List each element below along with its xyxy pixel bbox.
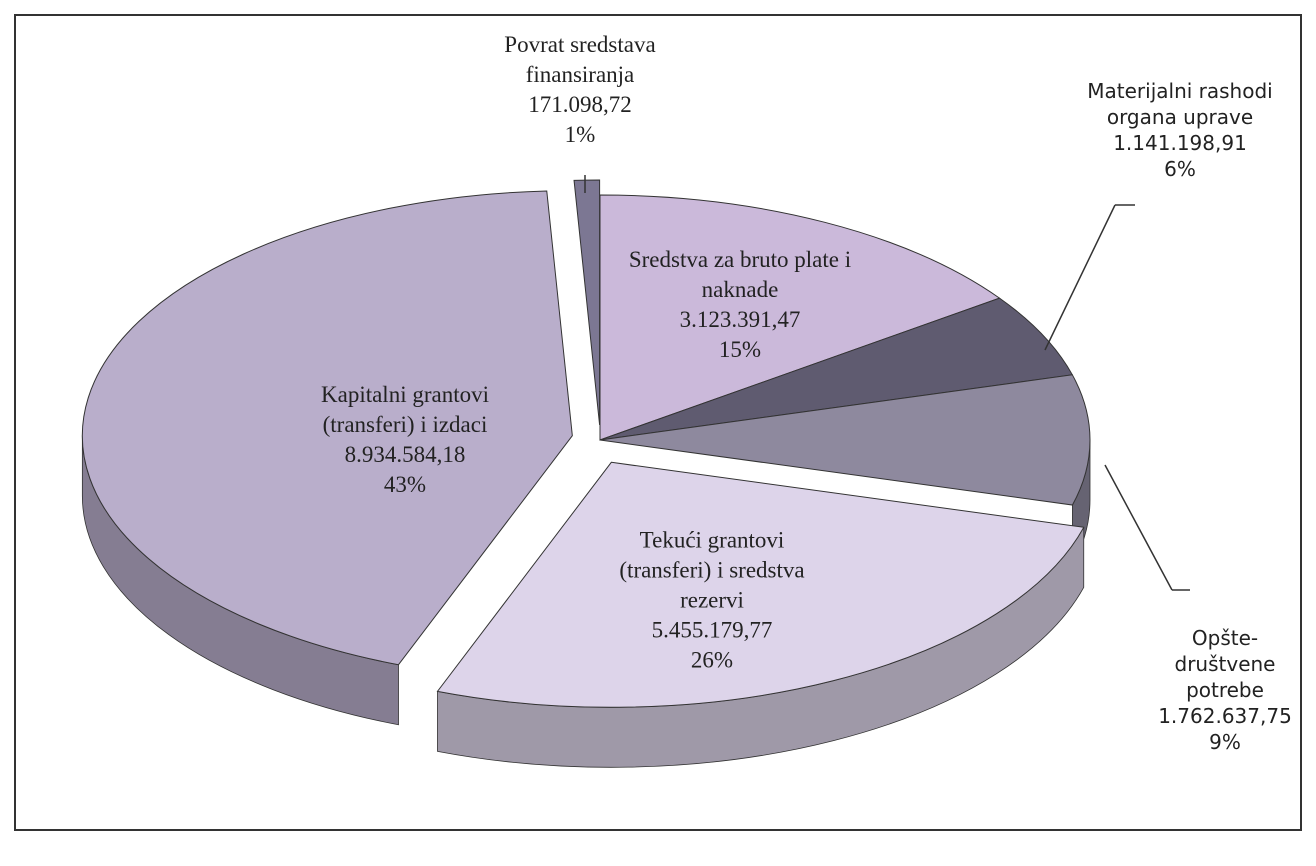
label-name: Materijalni rashodi organa uprave — [1087, 79, 1273, 129]
label-name: Povrat sredstava finansiranja — [504, 32, 656, 88]
slice-label: Povrat sredstava finansiranja 171.098,72 1… — [470, 30, 690, 150]
slice-label: Tekući grantovi (transferi) i sredstva r… — [592, 525, 832, 674]
label-value: 8.934.584,18 — [344, 442, 466, 467]
slice-label: Sredstva za bruto plate i naknade 3.123.3… — [625, 245, 855, 365]
leader-line — [1044, 204, 1116, 351]
pie-slice — [599, 374, 1091, 506]
pie-slice — [436, 461, 1085, 708]
pie-slice — [573, 179, 601, 426]
label-percent: 15% — [718, 336, 762, 362]
label-value: 1.762.637,75 — [1158, 704, 1292, 728]
label-value: 1.141.198,91 — [1113, 131, 1247, 155]
label-name: Opšte-društvene potrebe — [1174, 626, 1276, 702]
slice-label: Kapitalni grantovi (transferi) i izdaci 8… — [275, 380, 535, 500]
pie-slice — [599, 297, 1074, 441]
label-percent: 43% — [383, 471, 427, 497]
label-percent: 26% — [690, 646, 734, 672]
slice-label: Materijalni rashodi organa uprave 1.141.1… — [1055, 78, 1305, 182]
pie-slice — [81, 190, 573, 666]
label-percent: 1% — [564, 121, 596, 147]
leader-line — [1104, 464, 1173, 591]
pie-slice — [599, 194, 1001, 441]
label-value: 3.123.391,47 — [679, 307, 801, 332]
pie — [81, 179, 1091, 768]
label-name: Kapitalni grantovi (transferi) i izdaci — [321, 382, 489, 438]
label-value: 5.455.179,77 — [651, 616, 773, 642]
label-percent: 6% — [1164, 157, 1196, 181]
slice-label: Opšte-društvene potrebe 1.762.637,75 9% — [1150, 625, 1300, 755]
frame — [14, 14, 1302, 831]
label-value: 171.098,72 — [528, 92, 632, 117]
label-percent: 9% — [1209, 730, 1241, 754]
label-name: Sredstva za bruto plate i naknade — [628, 247, 852, 303]
label-name: Tekući grantovi (transferi) i sredstva r… — [619, 527, 805, 613]
